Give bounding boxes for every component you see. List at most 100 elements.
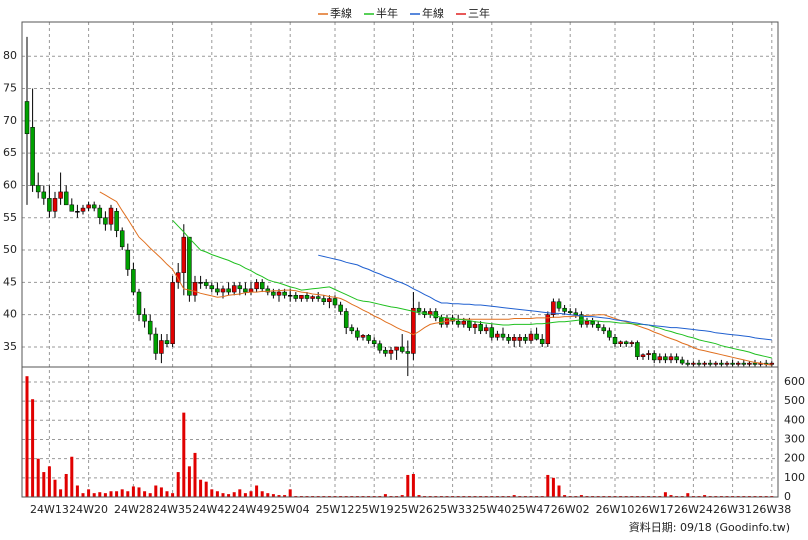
legend-label: 季線 bbox=[330, 6, 352, 20]
candle-body bbox=[321, 298, 327, 302]
candle-body bbox=[108, 207, 114, 225]
x-tick-label: 24W49 bbox=[232, 503, 271, 516]
candle-body bbox=[75, 211, 80, 213]
candle-body bbox=[293, 295, 299, 299]
candle-body bbox=[713, 362, 719, 365]
candle-body bbox=[399, 346, 405, 352]
candle-body bbox=[584, 320, 590, 325]
volume-bar bbox=[266, 493, 270, 497]
candle-body bbox=[601, 327, 607, 332]
candle-body bbox=[97, 207, 103, 219]
candle-body bbox=[500, 333, 506, 338]
candle-body bbox=[702, 362, 707, 365]
volume-bar bbox=[546, 474, 550, 497]
volume-bar bbox=[109, 491, 113, 497]
volume-bar bbox=[238, 489, 242, 497]
candle-body bbox=[517, 337, 523, 341]
candle-body bbox=[355, 330, 360, 338]
volume-bar bbox=[204, 481, 208, 497]
volume-bar bbox=[557, 485, 561, 497]
candle-body bbox=[282, 291, 287, 296]
candle-body bbox=[635, 342, 640, 357]
candle-body bbox=[142, 314, 147, 322]
candle-body bbox=[483, 327, 489, 332]
candle-body bbox=[80, 207, 86, 212]
candle-body bbox=[226, 288, 231, 293]
x-tick-label: 24W20 bbox=[69, 503, 108, 516]
candle-body bbox=[691, 362, 696, 365]
x-tick-label: 26W38 bbox=[752, 503, 791, 516]
candle-body bbox=[170, 282, 175, 344]
candle-body bbox=[147, 320, 153, 335]
y2-tick-label: 500 bbox=[784, 394, 805, 407]
candle-body bbox=[91, 204, 97, 209]
y-tick-label: 55 bbox=[3, 211, 17, 224]
candle-body bbox=[131, 269, 136, 293]
candle-body bbox=[640, 354, 646, 357]
volume-bar bbox=[232, 492, 236, 497]
candle-body bbox=[545, 314, 551, 344]
volume-bar bbox=[87, 489, 91, 497]
x-tick-label: 26W17 bbox=[635, 503, 674, 516]
candle-body bbox=[377, 343, 383, 351]
candle-body bbox=[175, 272, 181, 283]
x-tick-label: 24W35 bbox=[153, 503, 192, 516]
candle-body bbox=[730, 362, 735, 365]
candle-body bbox=[573, 312, 579, 315]
candle-body bbox=[63, 191, 69, 206]
y-tick-label: 60 bbox=[3, 178, 17, 191]
x-tick-label: 25W26 bbox=[394, 503, 433, 516]
candle-body bbox=[203, 282, 209, 286]
candle-body bbox=[506, 337, 511, 341]
marks bbox=[24, 36, 775, 497]
candle-body bbox=[439, 317, 444, 325]
x-tick-label: 25W47 bbox=[512, 503, 551, 516]
candle-body bbox=[271, 291, 276, 296]
candle-body bbox=[724, 362, 730, 365]
candle-body bbox=[685, 362, 691, 365]
volume-bar bbox=[103, 493, 107, 497]
candle-body bbox=[231, 285, 237, 293]
y-tick-label: 80 bbox=[3, 49, 17, 62]
volume-bar bbox=[221, 493, 225, 497]
candle-body bbox=[411, 307, 416, 354]
candle-body bbox=[511, 337, 517, 341]
candle-body bbox=[136, 291, 142, 315]
candle-body bbox=[433, 311, 439, 319]
volume-bar bbox=[98, 492, 102, 497]
x-tick-label: 26W31 bbox=[713, 503, 752, 516]
volume-bar bbox=[669, 495, 673, 497]
volume-bar bbox=[148, 493, 152, 497]
candle-body bbox=[450, 317, 455, 322]
candle-body bbox=[52, 198, 58, 212]
candle-body bbox=[523, 337, 528, 341]
y-tick-label: 65 bbox=[3, 146, 17, 159]
volume-bar bbox=[70, 456, 74, 497]
x-tick-label: 26W10 bbox=[596, 503, 635, 516]
candle-body bbox=[103, 217, 108, 225]
volume-bar bbox=[400, 495, 404, 497]
volume-bar bbox=[182, 412, 186, 497]
candle-body bbox=[595, 324, 601, 328]
candle-body bbox=[327, 298, 332, 302]
volume-bar bbox=[171, 493, 175, 497]
legend-label: 半年 bbox=[376, 6, 398, 20]
candle-body bbox=[657, 356, 663, 361]
candle-body bbox=[719, 362, 724, 365]
candle-body bbox=[254, 282, 259, 290]
y-tick-label: 35 bbox=[3, 340, 17, 353]
candle-body bbox=[259, 282, 265, 290]
volume-bar bbox=[81, 493, 85, 497]
candle-body bbox=[69, 204, 75, 212]
candle-body bbox=[125, 249, 131, 270]
grid bbox=[22, 22, 778, 498]
volume-bar bbox=[75, 485, 79, 497]
candle-body bbox=[30, 127, 35, 186]
candle-body bbox=[618, 341, 623, 344]
x-tick-label: 25W40 bbox=[472, 503, 511, 516]
candle-body bbox=[696, 362, 702, 365]
volume-bar bbox=[249, 491, 253, 497]
candle-body bbox=[41, 191, 47, 199]
candle-body bbox=[315, 296, 321, 299]
